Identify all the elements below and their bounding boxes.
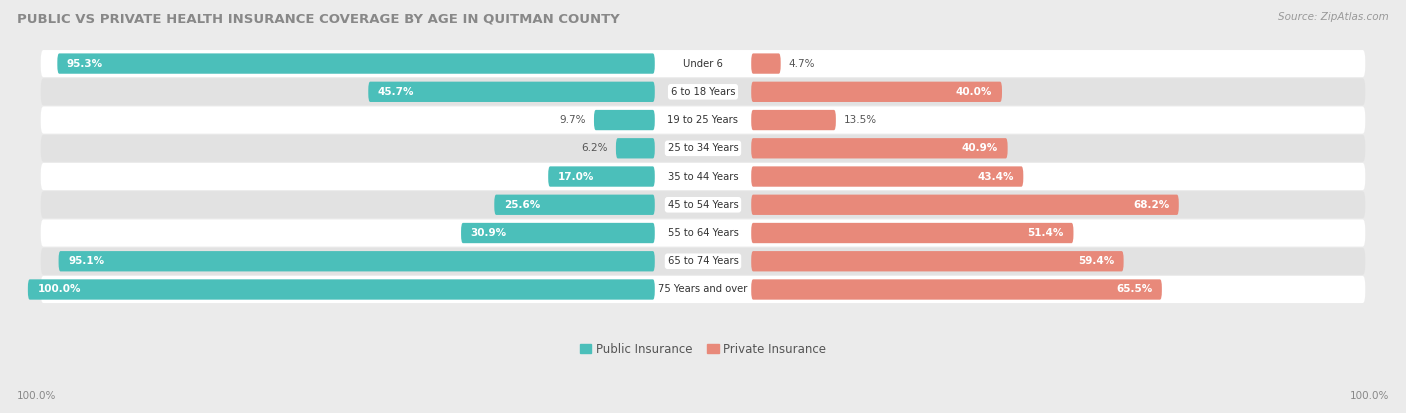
Text: 19 to 25 Years: 19 to 25 Years — [668, 115, 738, 125]
Text: 17.0%: 17.0% — [558, 171, 595, 182]
Text: 13.5%: 13.5% — [844, 115, 877, 125]
FancyBboxPatch shape — [751, 138, 1008, 159]
FancyBboxPatch shape — [41, 276, 1365, 303]
FancyBboxPatch shape — [41, 78, 1365, 105]
Text: 65 to 74 Years: 65 to 74 Years — [668, 256, 738, 266]
Text: 25 to 34 Years: 25 to 34 Years — [668, 143, 738, 153]
Text: 40.0%: 40.0% — [956, 87, 993, 97]
FancyBboxPatch shape — [28, 279, 655, 300]
Text: 30.9%: 30.9% — [471, 228, 506, 238]
FancyBboxPatch shape — [59, 251, 655, 271]
FancyBboxPatch shape — [368, 82, 655, 102]
Text: 40.9%: 40.9% — [962, 143, 998, 153]
Text: PUBLIC VS PRIVATE HEALTH INSURANCE COVERAGE BY AGE IN QUITMAN COUNTY: PUBLIC VS PRIVATE HEALTH INSURANCE COVER… — [17, 12, 620, 25]
FancyBboxPatch shape — [751, 223, 1073, 243]
FancyBboxPatch shape — [41, 191, 1365, 218]
FancyBboxPatch shape — [593, 110, 655, 130]
FancyBboxPatch shape — [41, 219, 1365, 247]
FancyBboxPatch shape — [751, 279, 1161, 300]
Text: 95.3%: 95.3% — [67, 59, 103, 69]
Text: Source: ZipAtlas.com: Source: ZipAtlas.com — [1278, 12, 1389, 22]
Text: 59.4%: 59.4% — [1078, 256, 1114, 266]
FancyBboxPatch shape — [751, 53, 780, 74]
Text: 45 to 54 Years: 45 to 54 Years — [668, 200, 738, 210]
Text: 35 to 44 Years: 35 to 44 Years — [668, 171, 738, 182]
Text: 100.0%: 100.0% — [38, 285, 82, 294]
Text: 55 to 64 Years: 55 to 64 Years — [668, 228, 738, 238]
FancyBboxPatch shape — [461, 223, 655, 243]
FancyBboxPatch shape — [751, 82, 1002, 102]
Text: 51.4%: 51.4% — [1028, 228, 1064, 238]
FancyBboxPatch shape — [751, 195, 1178, 215]
Text: 6 to 18 Years: 6 to 18 Years — [671, 87, 735, 97]
FancyBboxPatch shape — [58, 53, 655, 74]
FancyBboxPatch shape — [41, 107, 1365, 134]
Text: 100.0%: 100.0% — [17, 391, 56, 401]
Text: 6.2%: 6.2% — [582, 143, 609, 153]
Legend: Public Insurance, Private Insurance: Public Insurance, Private Insurance — [579, 343, 827, 356]
FancyBboxPatch shape — [751, 166, 1024, 187]
Text: 68.2%: 68.2% — [1133, 200, 1170, 210]
FancyBboxPatch shape — [41, 135, 1365, 162]
FancyBboxPatch shape — [548, 166, 655, 187]
FancyBboxPatch shape — [616, 138, 655, 159]
FancyBboxPatch shape — [495, 195, 655, 215]
Text: 45.7%: 45.7% — [378, 87, 415, 97]
FancyBboxPatch shape — [41, 50, 1365, 77]
Text: 65.5%: 65.5% — [1116, 285, 1152, 294]
Text: 9.7%: 9.7% — [560, 115, 586, 125]
Text: 75 Years and over: 75 Years and over — [658, 285, 748, 294]
FancyBboxPatch shape — [41, 163, 1365, 190]
Text: 25.6%: 25.6% — [503, 200, 540, 210]
Text: 100.0%: 100.0% — [1350, 391, 1389, 401]
FancyBboxPatch shape — [751, 110, 835, 130]
FancyBboxPatch shape — [751, 251, 1123, 271]
Text: 43.4%: 43.4% — [977, 171, 1014, 182]
FancyBboxPatch shape — [41, 248, 1365, 275]
Text: Under 6: Under 6 — [683, 59, 723, 69]
Text: 4.7%: 4.7% — [789, 59, 815, 69]
Text: 95.1%: 95.1% — [69, 256, 104, 266]
